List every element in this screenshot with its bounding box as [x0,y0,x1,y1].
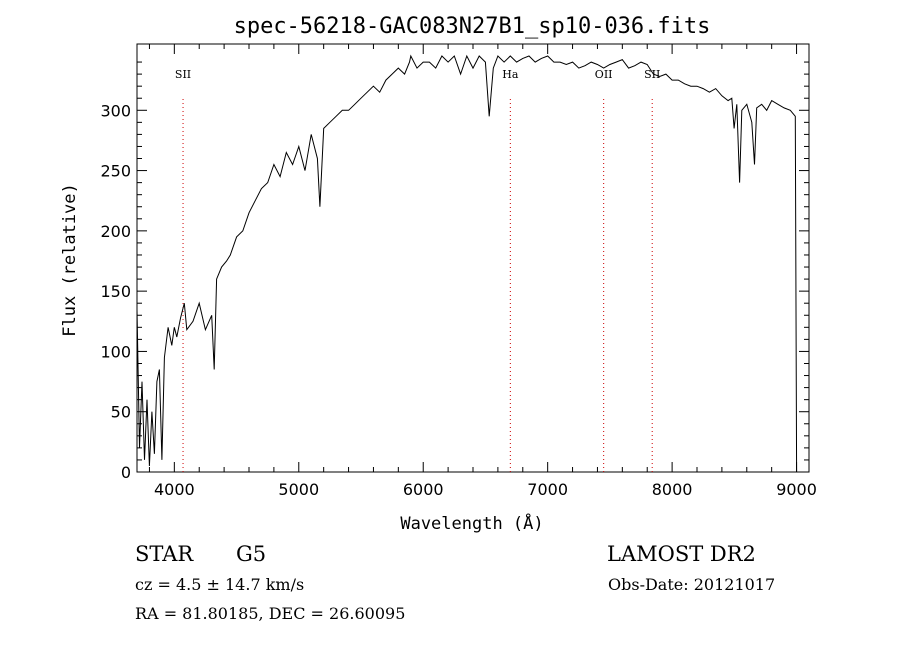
y-tick-label: 300 [100,101,131,120]
x-tick-label: 7000 [527,480,568,499]
spectral-line-label: Ha [502,68,519,81]
plot-frame [136,43,810,473]
spectral-line-label: OII [595,68,613,81]
observation-date-text: Obs-Date: 20121017 [608,575,776,594]
survey-label: LAMOST DR2 [607,542,756,566]
star-subclass-label: G5 [236,542,267,566]
y-tick-label: 50 [111,403,131,422]
star-class-label: STAR [135,542,194,566]
coordinates-text: RA = 81.80185, DEC = 26.60095 [135,604,406,623]
y-tick-label: 0 [121,463,131,482]
y-tick-label: 100 [100,342,131,361]
chart-title: spec-56218-GAC083N27B1_sp10-036.fits [234,14,711,39]
spectrum-line [136,54,798,473]
x-axis-label: Wavelength (Å) [400,512,543,534]
x-tick-label: 9000 [776,480,817,499]
y-tick-label: 200 [100,222,131,241]
spectral-line-label: SII [644,68,660,81]
y-axis-label: Flux (relative) [60,183,80,337]
y-tick-label: 150 [100,282,131,301]
plot-area: 4000 5000 6000 7000 8000 9000 0 50 100 150 200 250 3… [100,43,817,499]
y-tick-label: 250 [100,162,131,181]
spectral-line-label: SII [175,68,191,81]
x-tick-label: 4000 [154,480,195,499]
x-tick-label: 6000 [403,480,444,499]
x-tick-label: 5000 [278,480,319,499]
x-tick-label: 8000 [652,480,693,499]
redshift-text: cz = 4.5 ± 14.7 km/s [135,575,305,594]
